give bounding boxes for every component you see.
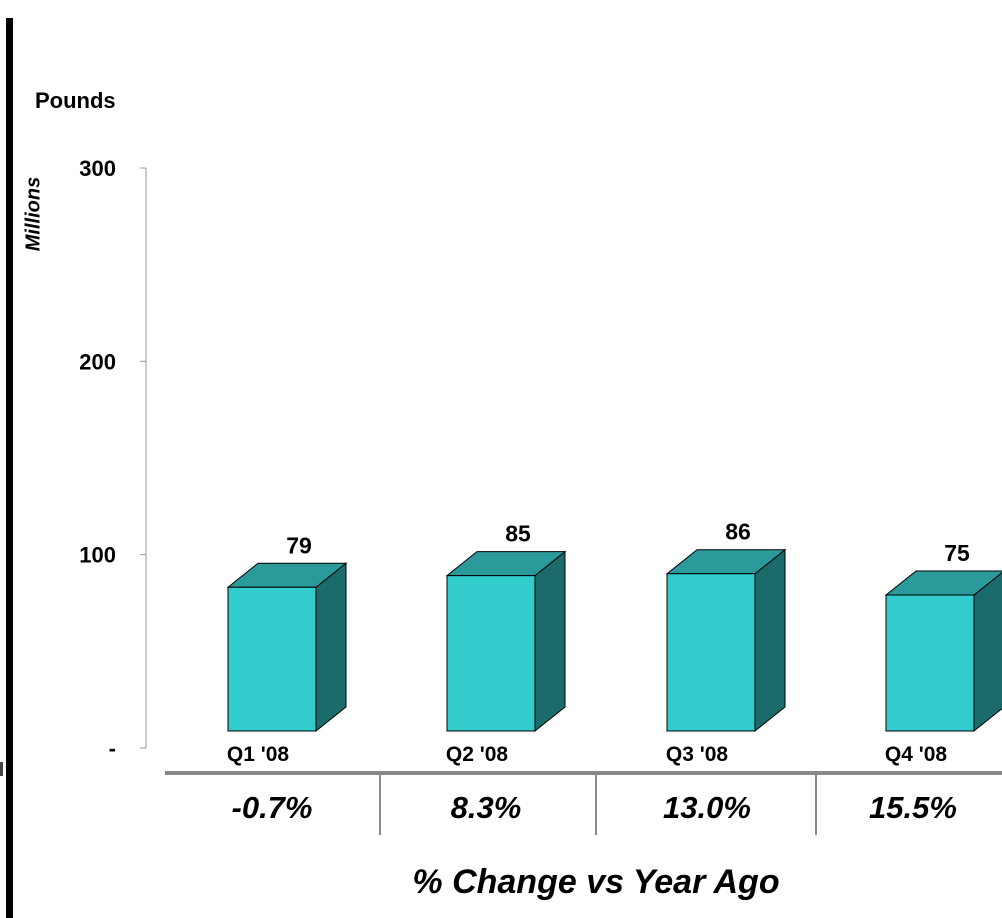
bar-side	[973, 571, 1002, 733]
y-tick-label: 100	[79, 543, 116, 568]
left-edge-mark	[0, 762, 3, 776]
category-label: Q2 '08	[446, 743, 509, 766]
pct-change-label: 13.0%	[663, 790, 751, 825]
bar-side	[754, 548, 786, 733]
data-label: 85	[505, 521, 531, 547]
category-label: Q1 '08	[227, 743, 290, 766]
left-border-rule	[6, 18, 13, 918]
category-label: Q3 '08	[666, 743, 729, 766]
y-axis-label: Pounds	[35, 88, 116, 113]
bar	[227, 586, 317, 732]
bar-side	[315, 562, 347, 733]
pct-change-label: 15.5%	[869, 790, 957, 825]
y-tick-label: 300	[79, 156, 116, 181]
bar	[666, 573, 756, 732]
bar-side	[534, 550, 566, 733]
pct-change-label: 8.3%	[451, 790, 522, 825]
y-tick-label: 200	[79, 349, 116, 374]
data-label: 75	[944, 540, 970, 566]
bar	[885, 594, 975, 732]
bar	[446, 575, 536, 732]
pct-change-label: -0.7%	[232, 790, 313, 825]
footer-label: % Change vs Year Ago	[412, 863, 779, 901]
y-tick-label: -	[109, 736, 116, 761]
category-label: Q4 '08	[885, 743, 948, 766]
data-label: 79	[286, 532, 312, 558]
data-label: 86	[725, 519, 751, 545]
